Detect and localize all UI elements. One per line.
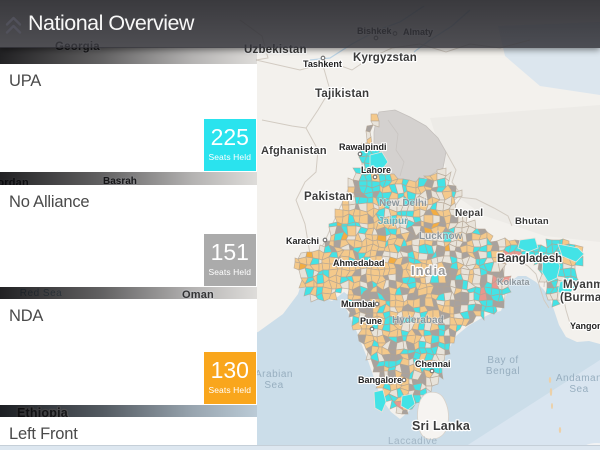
svg-text:Pune: Pune <box>360 316 382 326</box>
svg-text:Mumbai: Mumbai <box>341 299 375 309</box>
svg-text:Andaman: Andaman <box>556 373 600 384</box>
svg-text:Chennai: Chennai <box>415 359 451 369</box>
svg-text:Afghanistan: Afghanistan <box>261 145 327 157</box>
svg-text:Ahmedabad: Ahmedabad <box>333 258 385 268</box>
svg-text:Pakistan: Pakistan <box>304 191 353 203</box>
svg-text:(Burma: (Burma <box>560 292 600 304</box>
svg-text:Tajikistan: Tajikistan <box>315 88 369 100</box>
svg-text:Sri Lanka: Sri Lanka <box>412 419 471 433</box>
svg-text:Bengal: Bengal <box>486 366 520 377</box>
svg-text:Karachi: Karachi <box>286 236 319 246</box>
svg-text:Kyrgyzstan: Kyrgyzstan <box>353 52 417 64</box>
svg-text:Tashkent: Tashkent <box>303 59 342 69</box>
svg-text:Rawalpindi: Rawalpindi <box>339 142 387 152</box>
svg-text:Bay of: Bay of <box>487 355 518 366</box>
svg-text:India: India <box>411 263 446 278</box>
svg-text:Lucknow: Lucknow <box>419 231 463 242</box>
svg-text:Lahore: Lahore <box>361 165 391 175</box>
svg-text:Myanma: Myanma <box>563 279 600 291</box>
svg-text:Sea: Sea <box>569 384 588 395</box>
svg-text:Jaipur: Jaipur <box>378 216 408 227</box>
svg-text:New Delhi: New Delhi <box>379 198 427 209</box>
svg-text:Laccadive: Laccadive <box>388 436 438 447</box>
svg-text:Yangon: Yangon <box>570 321 600 331</box>
svg-text:Arabian: Arabian <box>255 369 293 380</box>
svg-text:Hyderabad: Hyderabad <box>392 315 444 326</box>
svg-text:Bangladesh: Bangladesh <box>497 253 562 265</box>
svg-text:Sea: Sea <box>264 380 283 391</box>
svg-text:Bangalore: Bangalore <box>358 375 402 385</box>
svg-text:Nepal: Nepal <box>455 208 483 219</box>
svg-text:Bhutan: Bhutan <box>515 216 549 227</box>
svg-text:Kolkata: Kolkata <box>497 277 531 287</box>
